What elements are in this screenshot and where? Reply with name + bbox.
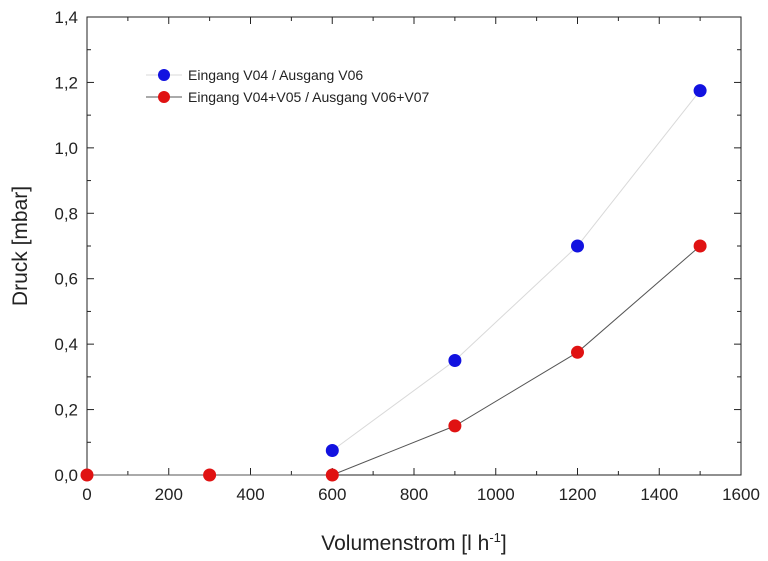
legend: Eingang V04 / Ausgang V06 Eingang V04+V0… — [146, 67, 430, 105]
x-tick-label: 1600 — [722, 485, 760, 504]
x-axis-label-suffix: ] — [501, 532, 507, 555]
x-tick-label: 200 — [155, 485, 183, 504]
series-2-point — [448, 419, 462, 433]
x-tick-label: 800 — [400, 485, 428, 504]
legend-marker-series-2 — [158, 91, 170, 103]
series-line-2 — [87, 245, 701, 476]
series-2-point — [80, 468, 94, 482]
x-tick-label: 400 — [236, 485, 264, 504]
x-axis-label-superscript: -1 — [489, 530, 501, 545]
plot-frame — [86, 16, 742, 476]
series-2-point — [571, 345, 584, 359]
x-tick-label: 1000 — [477, 485, 515, 504]
legend-label-series-2: Eingang V04+V05 / Ausgang V06+V07 — [188, 89, 430, 105]
y-tick-label: 0,6 — [54, 270, 78, 289]
y-tick-label: 0,0 — [54, 466, 78, 485]
x-axis-label-main: Volumenstrom [l h — [321, 532, 489, 555]
x-tick-label: 1200 — [559, 485, 597, 504]
y-axis-label: Druck [mbar] — [9, 186, 32, 306]
x-axis-label: Volumenstrom [l h-1] — [321, 530, 506, 555]
series-1-point — [693, 84, 707, 98]
legend-label-series-1: Eingang V04 / Ausgang V06 — [188, 67, 363, 83]
series-2-point — [203, 468, 217, 482]
y-axis-ticks: 0,0 0,2 0,4 0,6 0,8 1,0 1,2 1,4 — [54, 8, 741, 485]
series-1-point — [325, 444, 339, 457]
series-line-1 — [332, 90, 701, 451]
y-tick-label: 1,2 — [54, 73, 78, 92]
series-2-point — [693, 239, 707, 253]
x-axis-ticks: 0 200 400 600 800 1000 1200 1400 1600 — [82, 17, 760, 504]
x-tick-label: 1400 — [640, 485, 678, 504]
y-tick-label: 0,8 — [54, 204, 78, 223]
series-2-point — [325, 468, 339, 482]
x-tick-label: 600 — [318, 485, 346, 504]
y-tick-label: 1,4 — [54, 8, 78, 27]
y-tick-label: 0,4 — [54, 335, 78, 354]
y-tick-label: 1,0 — [54, 139, 78, 158]
series-1-point — [571, 239, 584, 253]
legend-marker-series-1 — [158, 69, 170, 81]
series-1-point — [448, 354, 462, 367]
y-tick-label: 0,2 — [54, 401, 78, 420]
x-tick-label: 0 — [82, 485, 91, 504]
series-layer — [80, 84, 707, 482]
